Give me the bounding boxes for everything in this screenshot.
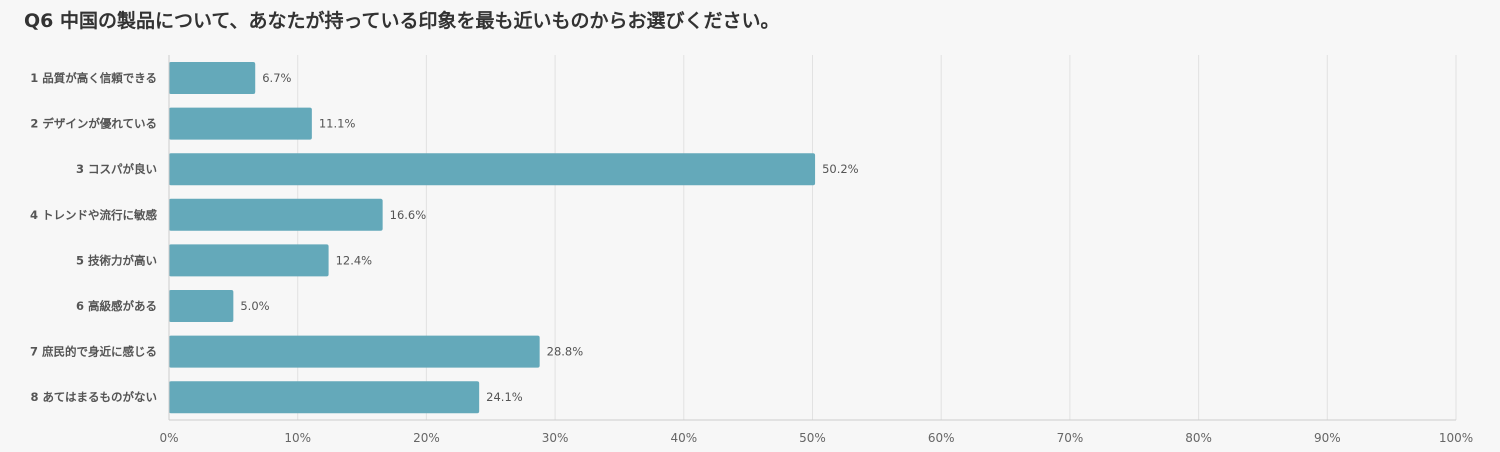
x-axis	[168, 55, 1456, 421]
value-label: 50.2%	[822, 162, 859, 176]
bar[interactable]	[169, 62, 256, 94]
value-label: 28.8%	[547, 345, 584, 359]
x-tick-label: 90%	[1314, 431, 1341, 445]
bar[interactable]	[169, 198, 383, 231]
value-label: 6.7%	[262, 71, 291, 85]
x-tick-label: 40%	[670, 431, 697, 445]
category-label: 1 品質が高く信頼できる	[30, 71, 157, 85]
category-label: 4 トレンドや流行に敏感	[30, 208, 158, 222]
bar[interactable]	[169, 107, 312, 140]
category-label: 6 高級感がある	[76, 299, 157, 313]
x-tick-label: 0%	[159, 431, 178, 445]
x-tick-label: 60%	[928, 431, 955, 445]
bar[interactable]	[169, 244, 329, 277]
bar[interactable]	[169, 290, 234, 322]
value-label: 16.6%	[390, 208, 427, 222]
bar[interactable]	[169, 153, 816, 186]
labels: 0% 10% 20% 30% 40% 50% 60% 70% 80% 90% 100% 1 品質が高く…	[30, 71, 1473, 445]
bar[interactable]	[169, 381, 480, 414]
x-tick-label: 50%	[799, 431, 826, 445]
bars	[169, 62, 816, 414]
value-label: 24.1%	[486, 390, 523, 404]
category-label: 8 あてはまるものがない	[30, 390, 157, 404]
x-tick-label: 20%	[413, 431, 440, 445]
category-label: 7 庶民的で身近に感じる	[30, 345, 157, 359]
chart-title: Q6 中国の製品について、あなたが持っている印象を最も近いものからお選びください…	[24, 10, 780, 32]
x-tick-label: 30%	[542, 431, 569, 445]
category-label: 3 コスパが良い	[76, 162, 157, 176]
category-label: 2 デザインが優れている	[30, 117, 157, 131]
value-label: 5.0%	[240, 299, 269, 313]
x-tick-label: 100%	[1439, 431, 1473, 445]
x-tick-label: 70%	[1057, 431, 1084, 445]
x-tick-label: 80%	[1185, 431, 1212, 445]
x-tick-label: 10%	[284, 431, 311, 445]
value-label: 11.1%	[319, 117, 356, 131]
bar[interactable]	[169, 335, 540, 368]
grid-lines	[297, 55, 1457, 420]
category-label: 5 技術力が高い	[76, 253, 157, 267]
value-label: 12.4%	[336, 253, 373, 267]
